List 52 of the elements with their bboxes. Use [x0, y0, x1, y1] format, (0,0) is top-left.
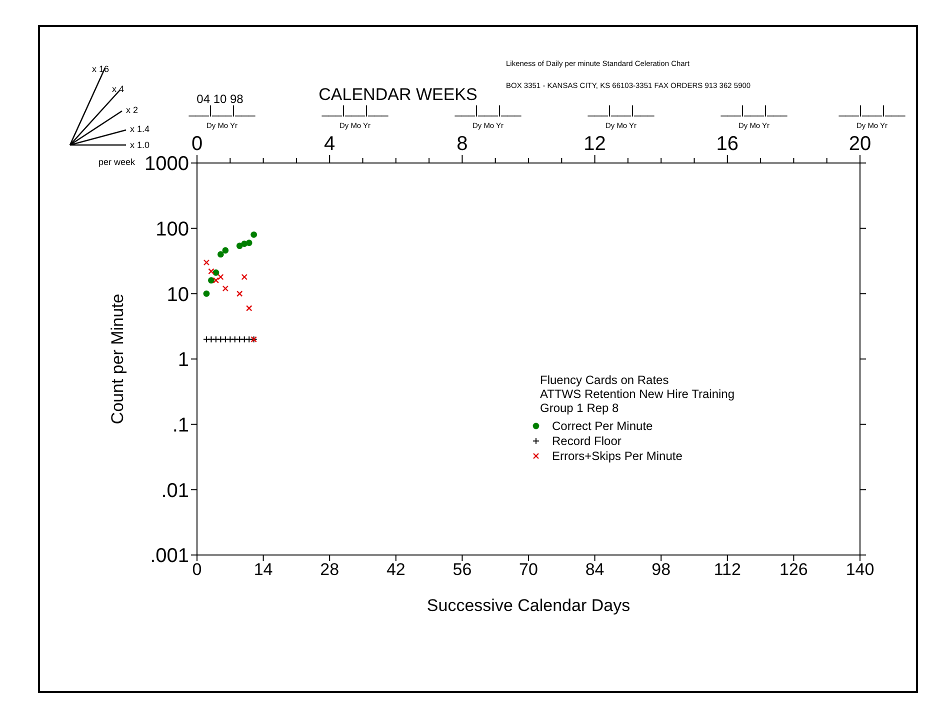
x2-axis-title: CALENDAR WEEKS [318, 85, 478, 104]
text: per week [98, 157, 136, 167]
x-tick-label: 14 [254, 560, 273, 580]
point [208, 277, 214, 284]
x-tick-label: 84 [585, 560, 604, 580]
text: ___|___|___ [586, 103, 654, 117]
y-tick-label: 100 [156, 218, 189, 240]
text: x 4 [112, 84, 124, 94]
text: ___|___|___ [720, 103, 788, 117]
x-tick-label: 70 [519, 560, 538, 580]
point [246, 240, 252, 246]
annotation: ATTWS Retention New Hire Training [540, 387, 735, 401]
x-tick-label: 140 [846, 560, 874, 580]
text: x 1.0 [130, 140, 150, 150]
text: x 2 [126, 105, 138, 115]
text: ___|___|___ [454, 103, 522, 117]
y-tick-label: 1000 [144, 153, 189, 176]
point [217, 251, 224, 258]
text: x 1.4 [130, 124, 150, 134]
x-tick-label: 112 [714, 560, 741, 580]
y-tick-label: .1 [172, 414, 189, 436]
text: ___|___|___ [188, 103, 256, 117]
y-tick-label: 1 [178, 349, 189, 372]
x-tick-label: 126 [780, 560, 808, 580]
point [250, 231, 258, 238]
x2-tick-label: 20 [848, 133, 872, 155]
legend-label: Errors+Skips Per Minute [552, 448, 682, 462]
x-tick-label: 56 [452, 560, 472, 580]
x2-tick-label: 12 [584, 133, 606, 155]
y-tick-label: .01 [161, 480, 189, 502]
point [222, 247, 229, 254]
x2-tick-label: 16 [716, 133, 739, 155]
y-tick-label: 10 [166, 284, 189, 306]
annotation: Group 1 Rep 8 [540, 401, 620, 415]
x-tick-label: 42 [386, 560, 406, 580]
x2-tick-label: 4 [324, 133, 336, 155]
x-tick-label: 0 [192, 560, 202, 580]
y-axis-title: Count per Minute [108, 294, 128, 424]
x2-tick-label: 0 [191, 133, 203, 155]
x2-tick-label: 8 [456, 133, 468, 155]
x-tick-label: 28 [320, 560, 340, 580]
y-tick-label: .001 [150, 545, 189, 568]
x-tick-label: 98 [652, 560, 671, 580]
annotation: Fluency Cards on Rates [540, 373, 669, 387]
point [212, 269, 220, 276]
legend-label: Record Floor [552, 434, 622, 448]
text: ___|___|___ [320, 103, 388, 117]
point [203, 290, 210, 297]
x-axis-title: Successive Calendar Days [426, 596, 630, 615]
text: 04 10 98 [196, 92, 244, 106]
text: ___|___|___ [838, 103, 906, 117]
legend-label: Correct Per Minute [552, 418, 653, 432]
